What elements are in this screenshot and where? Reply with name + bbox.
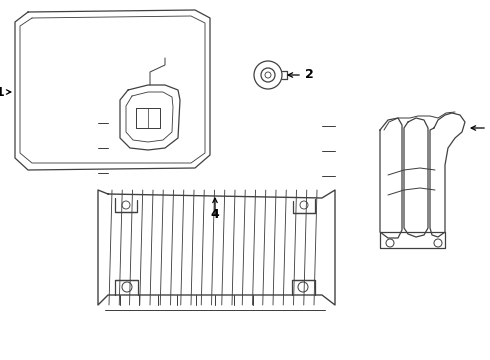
Text: 4: 4 — [211, 208, 220, 221]
Text: 2: 2 — [305, 68, 314, 81]
Text: 1: 1 — [0, 85, 4, 99]
